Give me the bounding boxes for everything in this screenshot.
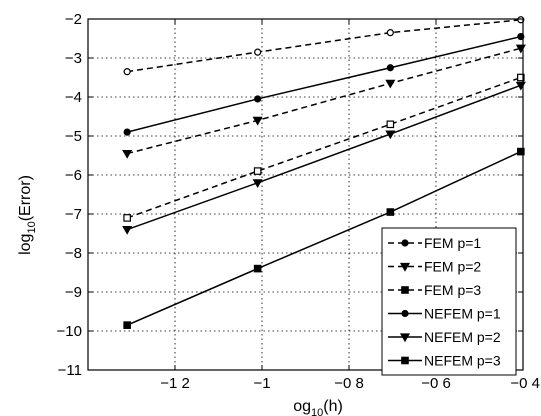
marker-triangle	[399, 333, 411, 343]
marker-triangle	[252, 179, 263, 189]
x-axis-label-sub: 10	[311, 407, 323, 416]
legend-label: NEFEM p=3	[424, 353, 501, 369]
y-tick-label: −9	[65, 284, 82, 301]
marker-circle	[123, 128, 131, 136]
plot-frame	[87, 18, 524, 371]
x-tick-label: −1	[253, 375, 270, 392]
marker-circle	[254, 48, 262, 56]
legend-entry: FEM p=3	[388, 282, 481, 298]
series-nefem-p-3	[123, 147, 525, 329]
y-tick-label: −5	[65, 128, 82, 145]
marker-square	[386, 208, 395, 216]
marker-circle	[517, 32, 525, 41]
series-nefem-p-1	[123, 32, 525, 136]
legend-box	[381, 227, 517, 376]
y-tick-label: −4	[65, 89, 82, 106]
legend-entry: FEM p=2	[388, 259, 481, 275]
marker-triangle	[385, 130, 396, 140]
y-axis-label-suffix: (Error)	[17, 175, 34, 221]
x-axis-label-suffix: (h)	[323, 398, 343, 415]
series-line	[126, 35, 521, 133]
x-axis-label: og10(h)	[293, 398, 343, 416]
marker-circle	[254, 95, 262, 103]
marker-square	[123, 321, 131, 329]
marker-circle	[401, 239, 409, 247]
series-fem-p-3	[123, 73, 525, 222]
legend-entry: NEFEM p=1	[388, 306, 501, 322]
legend-label: FEM p=3	[424, 282, 481, 298]
legend-label: NEFEM p=2	[424, 329, 501, 345]
x-tick-label: −1 2	[160, 375, 190, 392]
x-tick-label: −0 6	[421, 375, 451, 392]
series-line	[126, 150, 522, 326]
marker-circle	[517, 16, 525, 24]
y-axis-label-main: log	[17, 234, 34, 255]
y-tick-label: −3	[65, 50, 82, 67]
legend-label: NEFEM p=1	[424, 306, 501, 322]
legend-label: FEM p=1	[424, 235, 481, 251]
marker-circle	[401, 309, 409, 318]
series-line	[126, 76, 522, 219]
marker-square	[517, 147, 525, 156]
marker-triangle	[122, 226, 133, 235]
x-tick-label: −0 8	[334, 375, 364, 392]
marker-square	[401, 286, 409, 294]
series-line	[126, 47, 522, 155]
marker-triangle	[122, 149, 133, 159]
marker-square	[386, 120, 395, 129]
y-tick-label: −10	[57, 323, 82, 340]
y-axis-label: log10(Error)	[17, 175, 38, 255]
y-tick-label: −6	[65, 167, 82, 184]
legend-entry: NEFEM p=3	[388, 353, 501, 369]
y-tick-label: −8	[65, 245, 82, 262]
y-tick-label: −11	[58, 362, 82, 379]
y-axis-label-sub: 10	[26, 221, 38, 233]
marker-triangle	[252, 116, 263, 126]
series-nefem-p-2	[122, 81, 526, 235]
marker-circle	[123, 68, 131, 76]
y-tick-label: −2	[65, 11, 82, 28]
marker-circle	[386, 29, 394, 37]
legend-label: FEM p=2	[424, 259, 481, 275]
legend-entry: FEM p=1	[388, 235, 481, 251]
marker-square	[253, 167, 262, 175]
series-fem-p-2	[122, 44, 526, 159]
marker-square	[123, 214, 131, 222]
x-axis-label-main: og	[293, 398, 311, 415]
tick-labels: −1 2 −1 −0 8 −0 6 −0 4 −2 −3 −4 −5 −6 −7 −8 −9 −10 −11	[57, 11, 540, 392]
marker-triangle	[399, 262, 411, 272]
legend: FEM p=1 FEM p=2 FEM p=3 NEFEM p=1 NEFEM p=2 N…	[381, 227, 517, 376]
marker-square	[401, 356, 409, 365]
series-fem-p-1	[123, 16, 525, 76]
marker-square	[517, 73, 525, 82]
series-line	[126, 84, 522, 231]
marker-triangle	[385, 79, 396, 89]
marker-square	[253, 264, 262, 273]
marker-circle	[386, 64, 394, 72]
x-tick-label: −0 4	[510, 375, 540, 392]
y-tick-label: −7	[65, 206, 82, 223]
series-line	[127, 19, 521, 73]
legend-entry: NEFEM p=2	[388, 329, 501, 345]
